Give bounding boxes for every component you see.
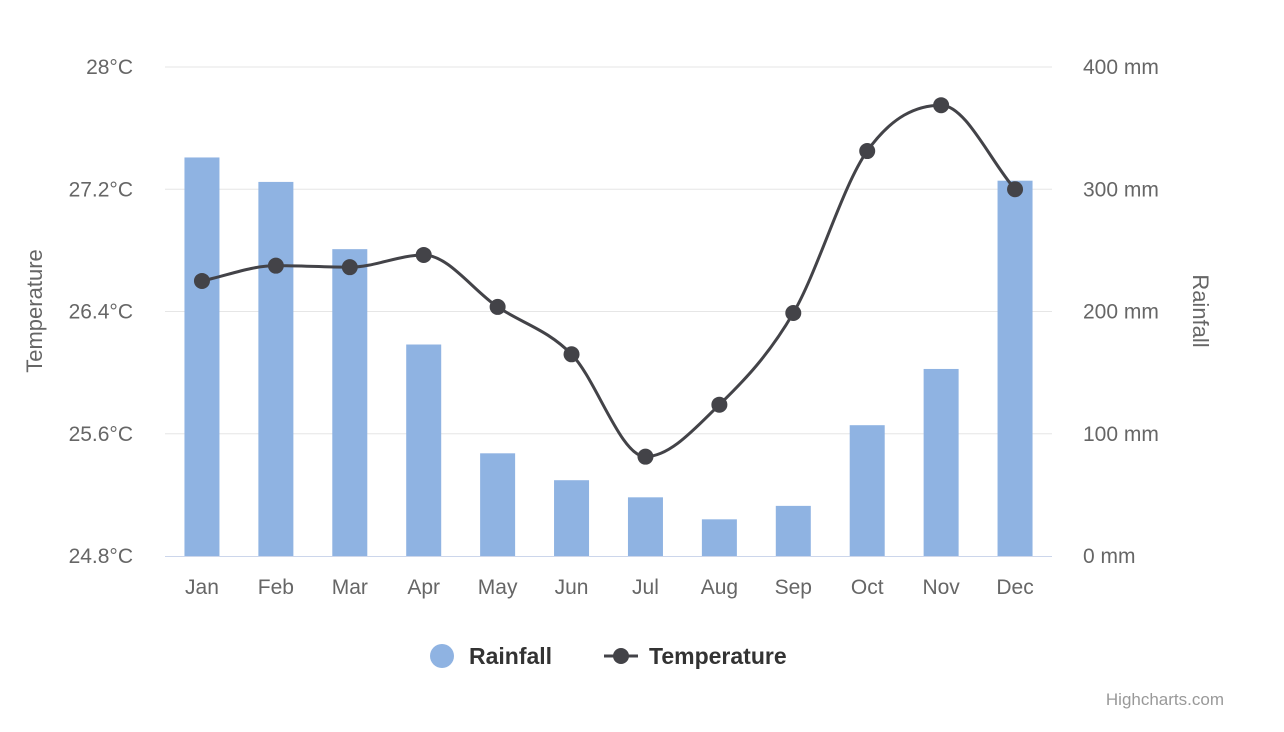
gridlines xyxy=(165,66,1052,435)
x-tick-label: Aug xyxy=(701,576,738,599)
temperature-point xyxy=(341,259,358,276)
y-left-tick-label: 24.8°C xyxy=(69,545,133,568)
rainfall-bar xyxy=(258,181,294,557)
x-tick-label: May xyxy=(478,576,518,599)
y-right-tick-label: 200 mm xyxy=(1083,301,1159,324)
rainfall-bar xyxy=(701,519,737,556)
x-tick-label: Apr xyxy=(407,576,440,599)
temperature-point xyxy=(711,396,728,413)
temperature-point xyxy=(489,298,506,315)
rainfall-bar xyxy=(554,480,590,556)
y-right-tick-label: 400 mm xyxy=(1083,56,1159,79)
x-tick-label: Jun xyxy=(555,576,589,599)
legend-item-temperature[interactable]: Temperature xyxy=(604,643,787,669)
temperature-point xyxy=(415,246,432,263)
rainfall-bar xyxy=(997,180,1033,556)
y-axis-right-title: Rainfall xyxy=(1188,274,1213,347)
temperature-point xyxy=(859,143,876,160)
rainfall-bar xyxy=(480,453,516,556)
y-axis-left-title: Temperature xyxy=(22,249,47,373)
legend-temperature-label: Temperature xyxy=(649,643,787,669)
rainfall-bar xyxy=(627,497,663,556)
temperature-point xyxy=(1007,181,1024,198)
temperature-line-path xyxy=(201,103,1017,459)
x-tick-label: Sep xyxy=(775,576,812,599)
y-left-tick-label: 27.2°C xyxy=(69,178,133,201)
rainfall-bar xyxy=(775,505,811,556)
y-left-tick-label: 25.6°C xyxy=(69,423,133,446)
x-tick-label: Feb xyxy=(258,576,294,599)
temperature-point xyxy=(563,346,580,363)
legend-temperature-marker xyxy=(613,648,629,664)
temperature-point xyxy=(193,272,210,289)
credits-link[interactable]: Highcharts.com xyxy=(1106,690,1224,709)
y-right-tick-label: 300 mm xyxy=(1083,178,1159,201)
y-right-tick-label: 0 mm xyxy=(1083,545,1136,568)
rainfall-bar xyxy=(923,368,959,556)
y-right-tick-label: 100 mm xyxy=(1083,423,1159,446)
x-tick-label: Jan xyxy=(185,576,219,599)
legend-rainfall-label: Rainfall xyxy=(469,643,552,669)
x-tick-label: Jul xyxy=(632,576,659,599)
x-tick-label: Dec xyxy=(996,576,1033,599)
x-tick-label: Mar xyxy=(332,576,368,599)
temperature-point xyxy=(637,448,654,465)
temperature-point xyxy=(267,257,284,274)
x-tick-label: Oct xyxy=(851,576,884,599)
legend-rainfall-marker xyxy=(430,644,454,668)
rainfall-bar xyxy=(184,157,220,556)
x-tick-label: Nov xyxy=(922,576,960,599)
temperature-point xyxy=(933,97,950,114)
y-left-tick-label: 28°C xyxy=(86,56,133,79)
legend-item-rainfall[interactable]: Rainfall xyxy=(430,643,552,669)
axes: 24.8°C 25.6°C 26.4°C 27.2°C 28°C 0 mm 100 mm 20… xyxy=(69,56,1159,599)
temperature-line xyxy=(193,97,1024,465)
legend: Rainfall Temperature xyxy=(430,643,787,669)
rainfall-bar xyxy=(849,425,885,556)
rainfall-bar xyxy=(332,249,368,556)
temperature-point xyxy=(785,305,802,322)
rainfall-bars xyxy=(184,157,1033,557)
y-left-tick-label: 26.4°C xyxy=(69,301,133,324)
rainfall-bar xyxy=(406,344,442,556)
